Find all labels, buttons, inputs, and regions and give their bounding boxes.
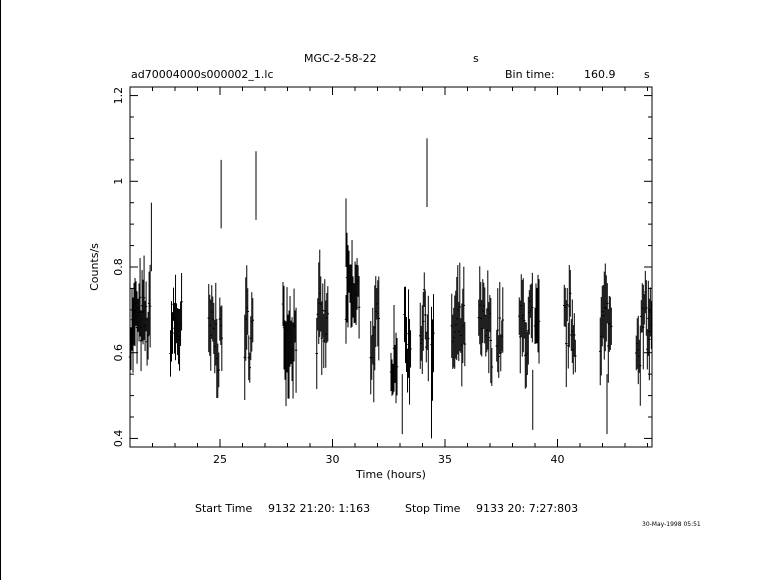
left-frame-rule: [0, 0, 1, 580]
source-suffix: s: [473, 52, 479, 65]
y-tick-label: 1: [112, 178, 125, 185]
date-stamp: 30-May-1998 05:51: [642, 521, 701, 528]
data-marks: [128, 138, 653, 439]
bin-time-value: 160.9: [584, 68, 616, 81]
plot-frame: [129, 86, 653, 448]
file-name: ad70004000s000002_1.lc: [131, 68, 274, 81]
start-time-label: Start Time: [195, 502, 253, 515]
x-tick-label: 35: [438, 453, 452, 466]
source-name: MGC-2-58-22: [304, 52, 377, 65]
x-tick-label: 25: [213, 453, 227, 466]
stop-time-value: 9133 20: 7:27:803: [476, 502, 579, 515]
x-axis-label: Time (hours): [355, 468, 426, 481]
stop-time-label: Stop Time: [405, 502, 461, 515]
y-tick-label: 1.2: [112, 87, 125, 105]
bin-time-unit: s: [644, 68, 650, 81]
start-time-value: 9132 21:20: 1:163: [268, 502, 371, 515]
y-axis-ticks: 0.4 0.6 0.8 1 1.2: [112, 87, 652, 447]
y-tick-label: 0.4: [112, 430, 125, 448]
bin-time-label: Bin time:: [505, 68, 555, 81]
x-tick-label: 40: [551, 453, 565, 466]
x-axis-ticks: 25 30 35 40: [152, 87, 648, 466]
y-tick-label: 0.6: [112, 344, 125, 362]
y-tick-label: 0.8: [112, 258, 125, 276]
x-tick-label: 30: [326, 453, 340, 466]
y-axis-label: Counts/s: [88, 243, 101, 291]
